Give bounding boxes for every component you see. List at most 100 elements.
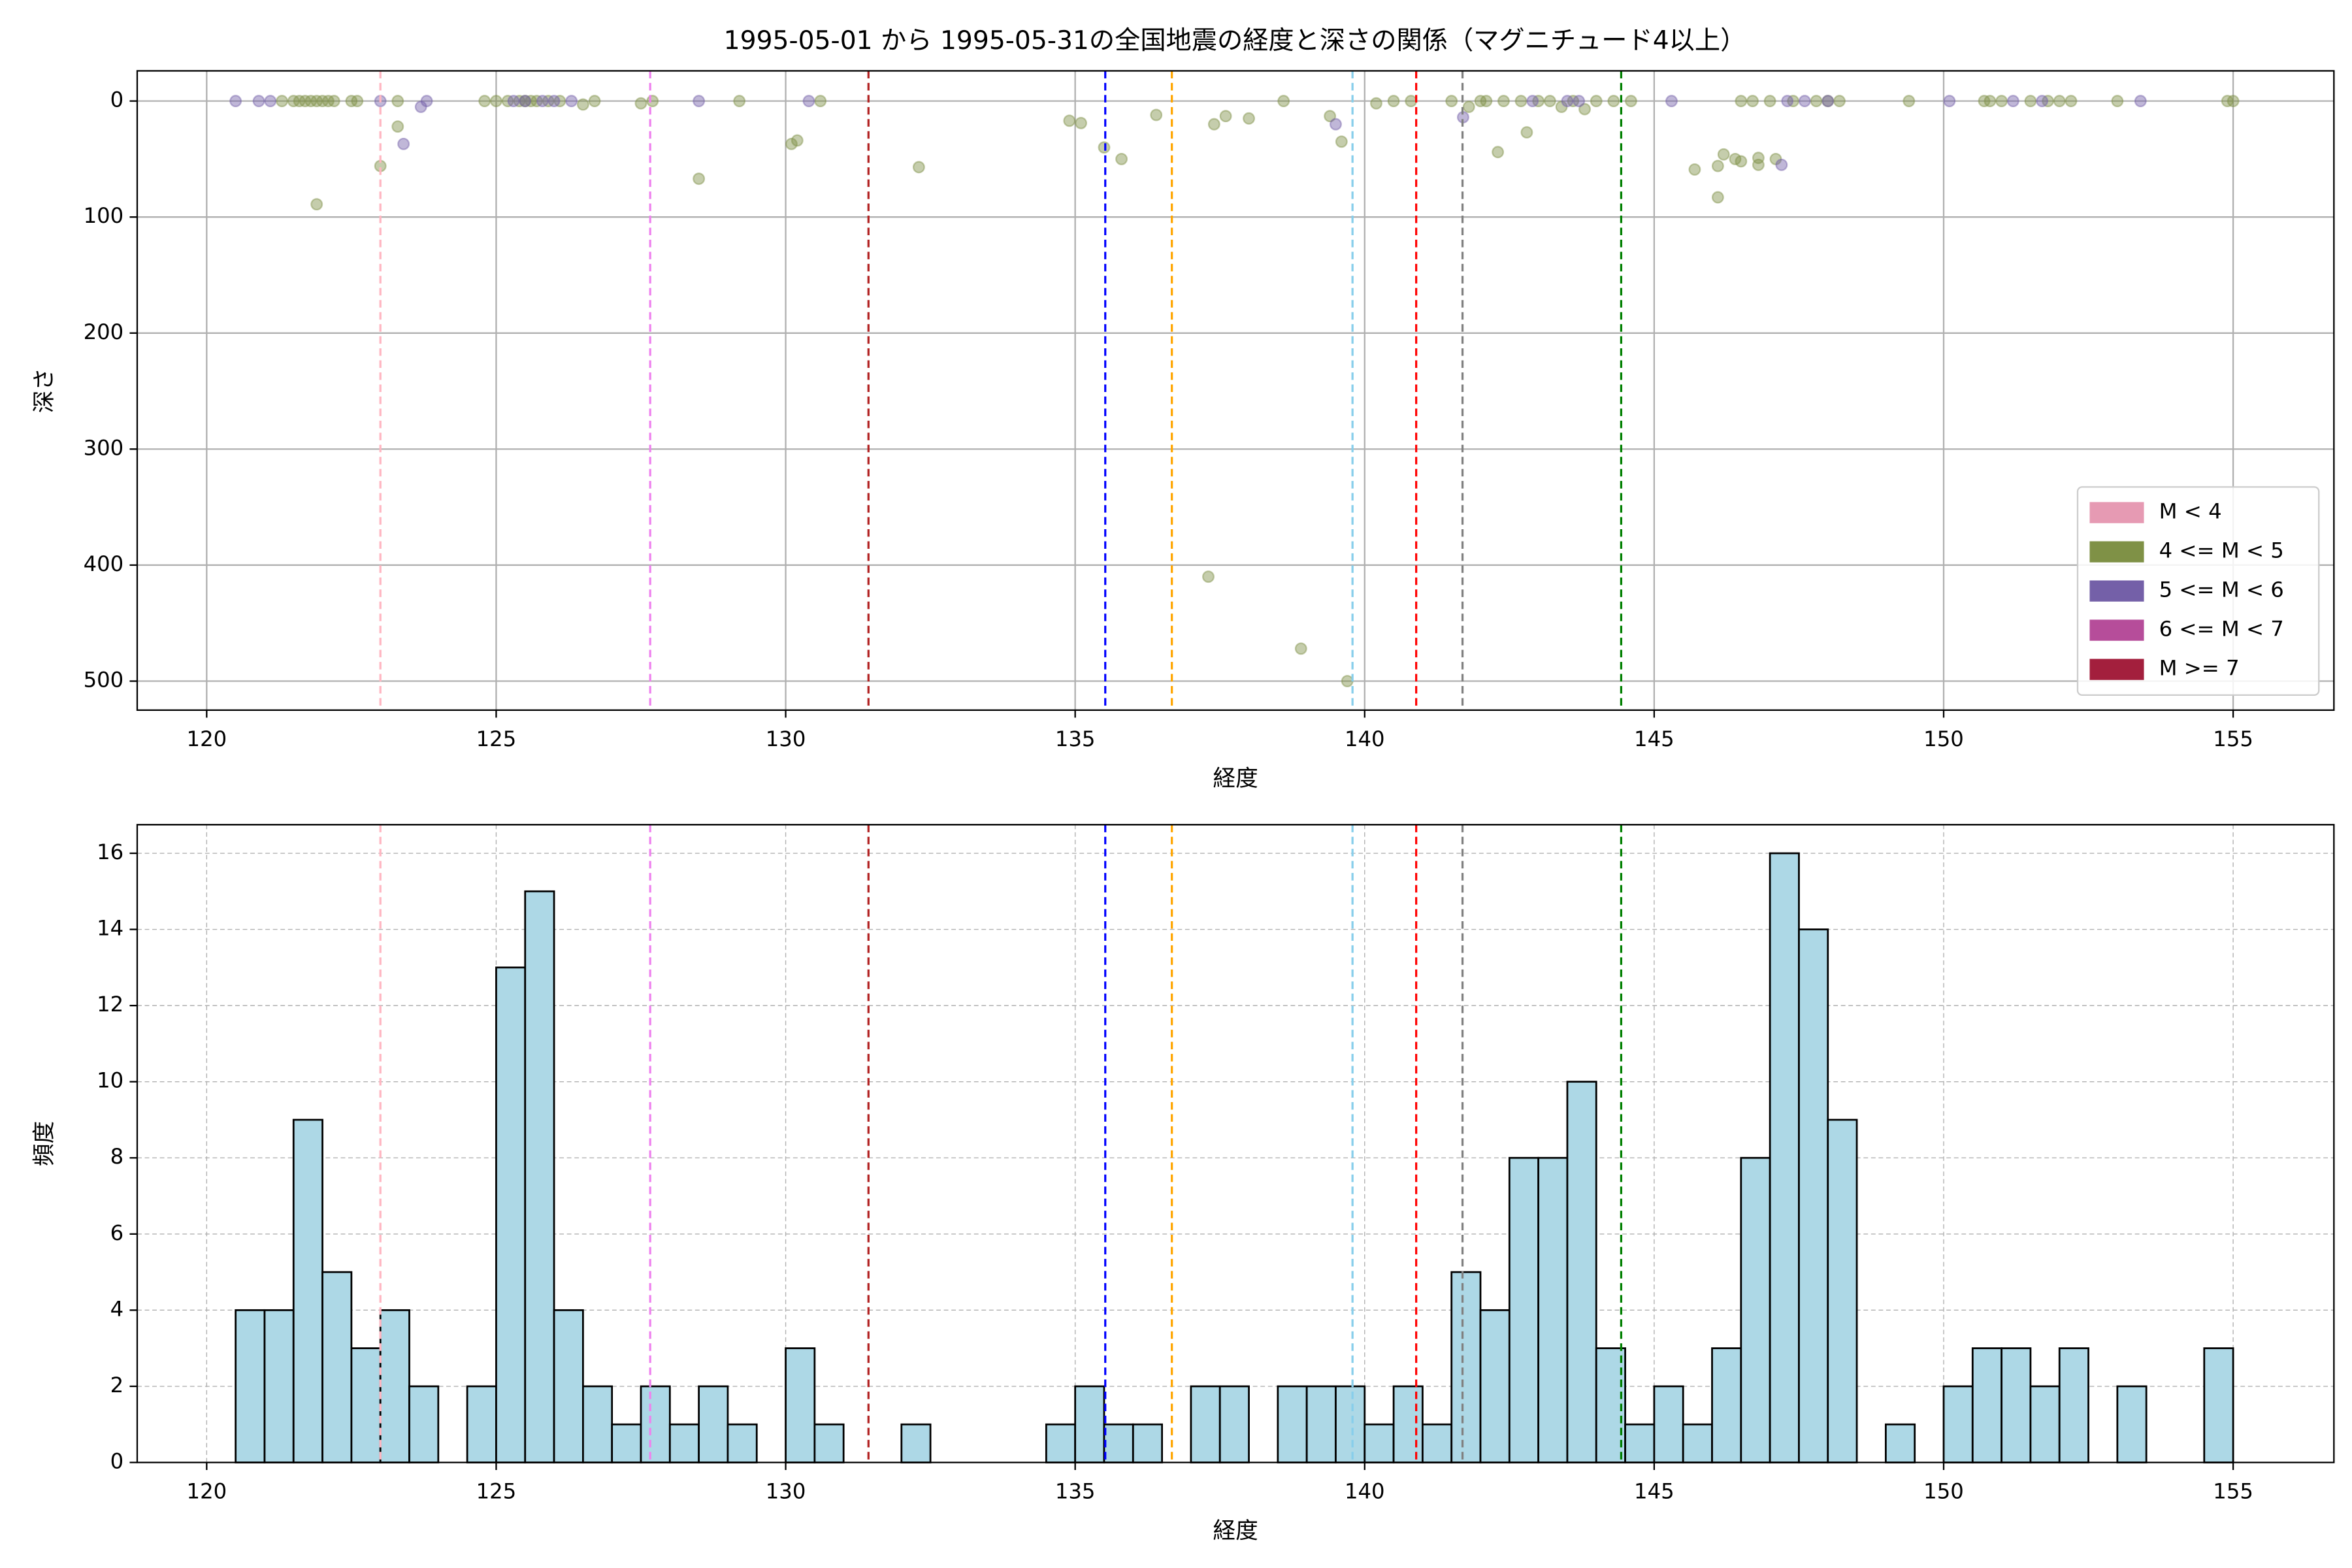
scatter-point	[1763, 95, 1776, 108]
scatter-point	[1341, 675, 1354, 687]
scatter-point	[397, 137, 410, 150]
histogram-bar	[668, 1423, 700, 1463]
x-tick-label: 125	[476, 1479, 517, 1504]
scatter-point	[1075, 116, 1087, 129]
histogram-bar	[1624, 1423, 1656, 1463]
scatter-point	[304, 95, 318, 108]
scatter-point	[2227, 95, 2240, 108]
histogram-bar	[1566, 1081, 1597, 1463]
scatter-point	[1294, 642, 1307, 655]
scatter-point	[513, 95, 526, 108]
scatter-point	[814, 95, 827, 108]
histogram-bar	[235, 1309, 266, 1463]
y-tick-label: 300	[84, 435, 124, 460]
histogram-bar	[1971, 1347, 2003, 1463]
histogram-bar	[1103, 1423, 1134, 1463]
x-tick-label: 155	[2213, 1479, 2253, 1504]
histogram-bar	[1074, 1385, 1105, 1463]
scatter-point	[693, 95, 706, 108]
histogram-bar	[2116, 1385, 2148, 1463]
scatter-point	[1607, 95, 1620, 108]
scatter-point	[912, 161, 925, 174]
scatter-point	[1370, 97, 1382, 110]
scatter-point	[1624, 95, 1637, 108]
histogram-bar	[640, 1385, 671, 1463]
scatter-point	[1335, 135, 1348, 148]
legend-label: 5 <= M < 6	[2159, 578, 2284, 602]
scatter-point	[1903, 95, 1916, 108]
y-tick-label: 4	[110, 1296, 124, 1321]
histogram-bar	[1711, 1347, 1742, 1463]
scatter-point	[327, 95, 340, 108]
scatter-point	[1462, 101, 1475, 113]
scatter-point	[489, 95, 502, 108]
histogram-bar	[495, 966, 527, 1463]
x-tick-label: 145	[1634, 727, 1674, 751]
scatter-point	[264, 95, 277, 108]
scatter-point	[391, 95, 404, 108]
scatter-point	[1219, 110, 1232, 123]
scatter-point	[1405, 95, 1418, 108]
histogram-bar	[1798, 928, 1829, 1463]
histogram-bar	[1335, 1385, 1366, 1463]
y-tick-label: 0	[110, 88, 124, 112]
histogram-bar	[1190, 1385, 1221, 1463]
scatter-point	[542, 95, 555, 108]
histogram-bar	[1305, 1385, 1337, 1463]
legend-swatch	[2089, 619, 2144, 641]
scatter-point	[507, 95, 520, 108]
scatter-point	[1202, 570, 1215, 583]
histogram-bar	[524, 890, 555, 1463]
scatter-point	[1098, 141, 1111, 154]
scatter-point	[2053, 95, 2066, 108]
scatter-point	[1943, 95, 1956, 108]
scatter-point	[1735, 95, 1748, 108]
legend-swatch	[2089, 580, 2144, 602]
scatter-point	[391, 120, 404, 133]
scatter-point	[1752, 152, 1765, 165]
histogram-bar	[553, 1309, 584, 1463]
scatter-point	[1330, 118, 1342, 131]
scatter-point	[1590, 95, 1603, 108]
scatter-point	[1532, 95, 1545, 108]
scatter-point	[1746, 95, 1759, 108]
y-tick-label: 100	[84, 203, 124, 228]
scatter-point	[252, 95, 265, 108]
scatter-point	[1578, 103, 1592, 116]
scatter-point	[531, 95, 543, 108]
scatter-point	[646, 95, 659, 108]
x-tick-label: 125	[476, 727, 517, 751]
scatter-point	[420, 95, 433, 108]
histogram-bar	[292, 1119, 323, 1463]
scatter-point	[501, 95, 514, 108]
scatter-point	[693, 172, 706, 186]
scatter-point	[1833, 95, 1846, 108]
x-tick-label: 135	[1055, 727, 1096, 751]
legend-swatch	[2089, 659, 2144, 680]
scatter-point	[276, 95, 289, 108]
legend-label: 4 <= M < 5	[2159, 538, 2284, 563]
x-tick-label: 145	[1634, 1479, 1674, 1504]
histogram-bar	[466, 1385, 497, 1463]
scatter-point	[519, 95, 532, 108]
scatter-point	[1775, 158, 1788, 171]
legend-label: M < 4	[2159, 499, 2222, 524]
scatter-point	[293, 95, 306, 108]
scatter-point	[1520, 126, 1533, 139]
scatter-point	[536, 95, 549, 108]
scatter-point	[1324, 110, 1337, 123]
scatter-point	[1497, 95, 1510, 108]
histogram-bar	[350, 1347, 382, 1463]
scatter-point	[525, 95, 538, 108]
x-tick-label: 150	[1923, 727, 1964, 751]
x-tick-label: 120	[187, 727, 227, 751]
legend-box	[2076, 486, 2320, 696]
x-tick-label: 130	[766, 727, 806, 751]
y-tick-label: 14	[97, 916, 123, 941]
scatter-point	[634, 97, 647, 110]
scatter-point	[802, 95, 815, 108]
histogram-bar	[1653, 1385, 1684, 1463]
scatter-point	[1514, 95, 1527, 108]
x-axis-label: 経度	[1213, 1518, 1258, 1544]
scatter-point	[1474, 95, 1487, 108]
